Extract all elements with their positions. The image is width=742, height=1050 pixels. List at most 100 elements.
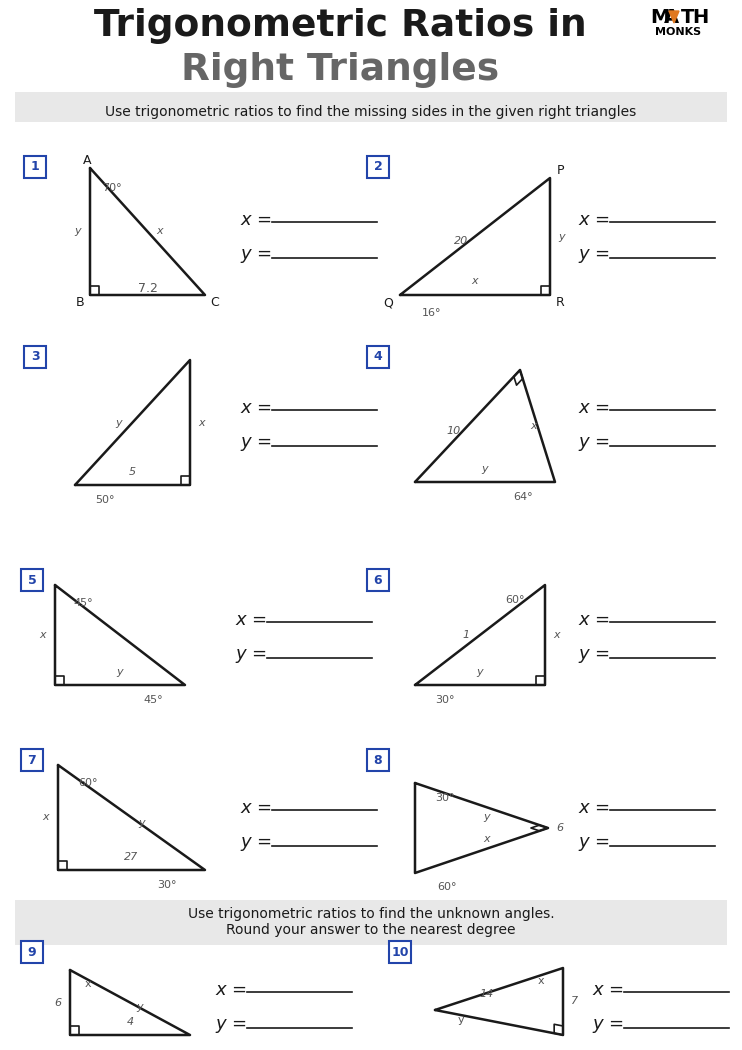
Text: $y$ =: $y$ =: [215, 1017, 247, 1035]
FancyBboxPatch shape: [21, 749, 43, 771]
Text: Round your answer to the nearest degree: Round your answer to the nearest degree: [226, 923, 516, 937]
Text: $y$ =: $y$ =: [578, 835, 610, 853]
Text: y: y: [116, 667, 123, 677]
Text: Right Triangles: Right Triangles: [181, 52, 499, 88]
Text: 2: 2: [374, 161, 382, 173]
Text: 4: 4: [374, 351, 382, 363]
Text: 60°: 60°: [437, 882, 457, 892]
Text: 60°: 60°: [78, 778, 98, 788]
FancyBboxPatch shape: [24, 156, 46, 178]
Text: y: y: [458, 1015, 464, 1025]
Text: 6: 6: [374, 573, 382, 587]
FancyBboxPatch shape: [389, 941, 411, 963]
Text: x: x: [531, 421, 537, 430]
Text: $x$ =: $x$ =: [578, 799, 610, 817]
Text: 9: 9: [27, 945, 36, 959]
Text: x: x: [39, 630, 46, 640]
Text: 5: 5: [27, 573, 36, 587]
Text: y: y: [137, 1003, 143, 1012]
Text: T: T: [681, 8, 695, 27]
Text: C: C: [211, 296, 220, 310]
Text: x: x: [538, 976, 545, 986]
Text: 50°: 50°: [95, 495, 115, 505]
Text: 45°: 45°: [73, 598, 93, 608]
Text: $x$ =: $x$ =: [578, 211, 610, 229]
Text: 7.2: 7.2: [137, 282, 157, 295]
Text: x: x: [85, 979, 91, 989]
Text: x: x: [483, 834, 490, 843]
Text: 70°: 70°: [102, 183, 122, 193]
Text: A: A: [664, 8, 679, 27]
FancyBboxPatch shape: [21, 941, 43, 963]
Text: $x$ =: $x$ =: [215, 981, 247, 999]
Text: $y$ =: $y$ =: [240, 435, 272, 453]
FancyBboxPatch shape: [21, 569, 43, 591]
Text: M: M: [650, 8, 669, 27]
Text: y: y: [482, 464, 488, 474]
Text: 4: 4: [126, 1017, 134, 1027]
Text: y: y: [138, 818, 145, 827]
Text: Use trigonometric ratios to find the missing sides in the given right triangles: Use trigonometric ratios to find the mis…: [105, 105, 637, 119]
Text: x: x: [554, 630, 560, 640]
Text: 27: 27: [125, 852, 139, 862]
Text: $y$ =: $y$ =: [240, 247, 272, 265]
Text: $y$ =: $y$ =: [578, 435, 610, 453]
FancyBboxPatch shape: [367, 749, 389, 771]
Text: H: H: [692, 8, 709, 27]
Text: B: B: [76, 296, 85, 310]
Text: 6: 6: [54, 998, 62, 1008]
FancyBboxPatch shape: [367, 156, 389, 178]
Text: y: y: [75, 227, 82, 236]
Text: 1: 1: [30, 161, 39, 173]
Text: $x$ =: $x$ =: [240, 799, 272, 817]
Text: $x$ =: $x$ =: [240, 211, 272, 229]
Text: $x$ =: $x$ =: [235, 611, 267, 629]
Text: $y$ =: $y$ =: [578, 647, 610, 665]
Text: $y$ =: $y$ =: [592, 1017, 624, 1035]
Text: 30°: 30°: [157, 880, 177, 890]
Text: y: y: [476, 667, 483, 677]
Text: 5: 5: [129, 467, 136, 477]
FancyBboxPatch shape: [367, 346, 389, 367]
Text: 30°: 30°: [436, 793, 455, 803]
Text: 20: 20: [454, 236, 468, 247]
FancyBboxPatch shape: [367, 569, 389, 591]
Text: $y$ =: $y$ =: [240, 835, 272, 853]
Text: 8: 8: [374, 754, 382, 766]
Text: 7: 7: [27, 754, 36, 766]
Text: 3: 3: [30, 351, 39, 363]
Text: $x$ =: $x$ =: [578, 399, 610, 417]
Text: 6: 6: [556, 823, 564, 833]
Text: R: R: [556, 296, 565, 310]
Text: 30°: 30°: [436, 695, 455, 705]
Text: 7: 7: [571, 996, 579, 1007]
Text: 64°: 64°: [513, 492, 533, 502]
Text: x: x: [43, 813, 49, 822]
Text: MONKS: MONKS: [655, 27, 701, 37]
Bar: [15, 92, 727, 122]
Text: y: y: [559, 231, 565, 242]
Text: Q: Q: [383, 296, 393, 310]
Text: x: x: [199, 418, 206, 427]
Text: $x$ =: $x$ =: [578, 611, 610, 629]
FancyBboxPatch shape: [24, 346, 46, 367]
Text: $x$ =: $x$ =: [592, 981, 624, 999]
Text: $y$ =: $y$ =: [578, 247, 610, 265]
Text: 10: 10: [391, 945, 409, 959]
Text: Use trigonometric ratios to find the unknown angles.: Use trigonometric ratios to find the unk…: [188, 907, 554, 921]
Text: $y$ =: $y$ =: [235, 647, 267, 665]
Text: 1: 1: [462, 630, 470, 640]
Text: Trigonometric Ratios in: Trigonometric Ratios in: [93, 8, 586, 44]
Text: P: P: [556, 164, 564, 176]
Bar: [15, 900, 727, 945]
Text: x: x: [472, 276, 479, 286]
Text: 10: 10: [447, 426, 461, 436]
Text: y: y: [115, 418, 122, 427]
Polygon shape: [669, 10, 679, 23]
Text: x: x: [156, 227, 162, 236]
Text: $x$ =: $x$ =: [240, 399, 272, 417]
Text: y: y: [483, 813, 490, 822]
Text: 14: 14: [480, 989, 494, 999]
Text: 16°: 16°: [422, 308, 441, 318]
Text: 45°: 45°: [143, 695, 162, 705]
